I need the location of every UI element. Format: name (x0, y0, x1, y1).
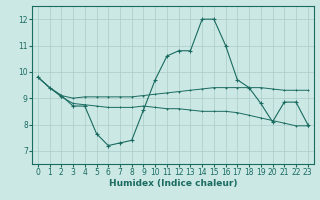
X-axis label: Humidex (Indice chaleur): Humidex (Indice chaleur) (108, 179, 237, 188)
